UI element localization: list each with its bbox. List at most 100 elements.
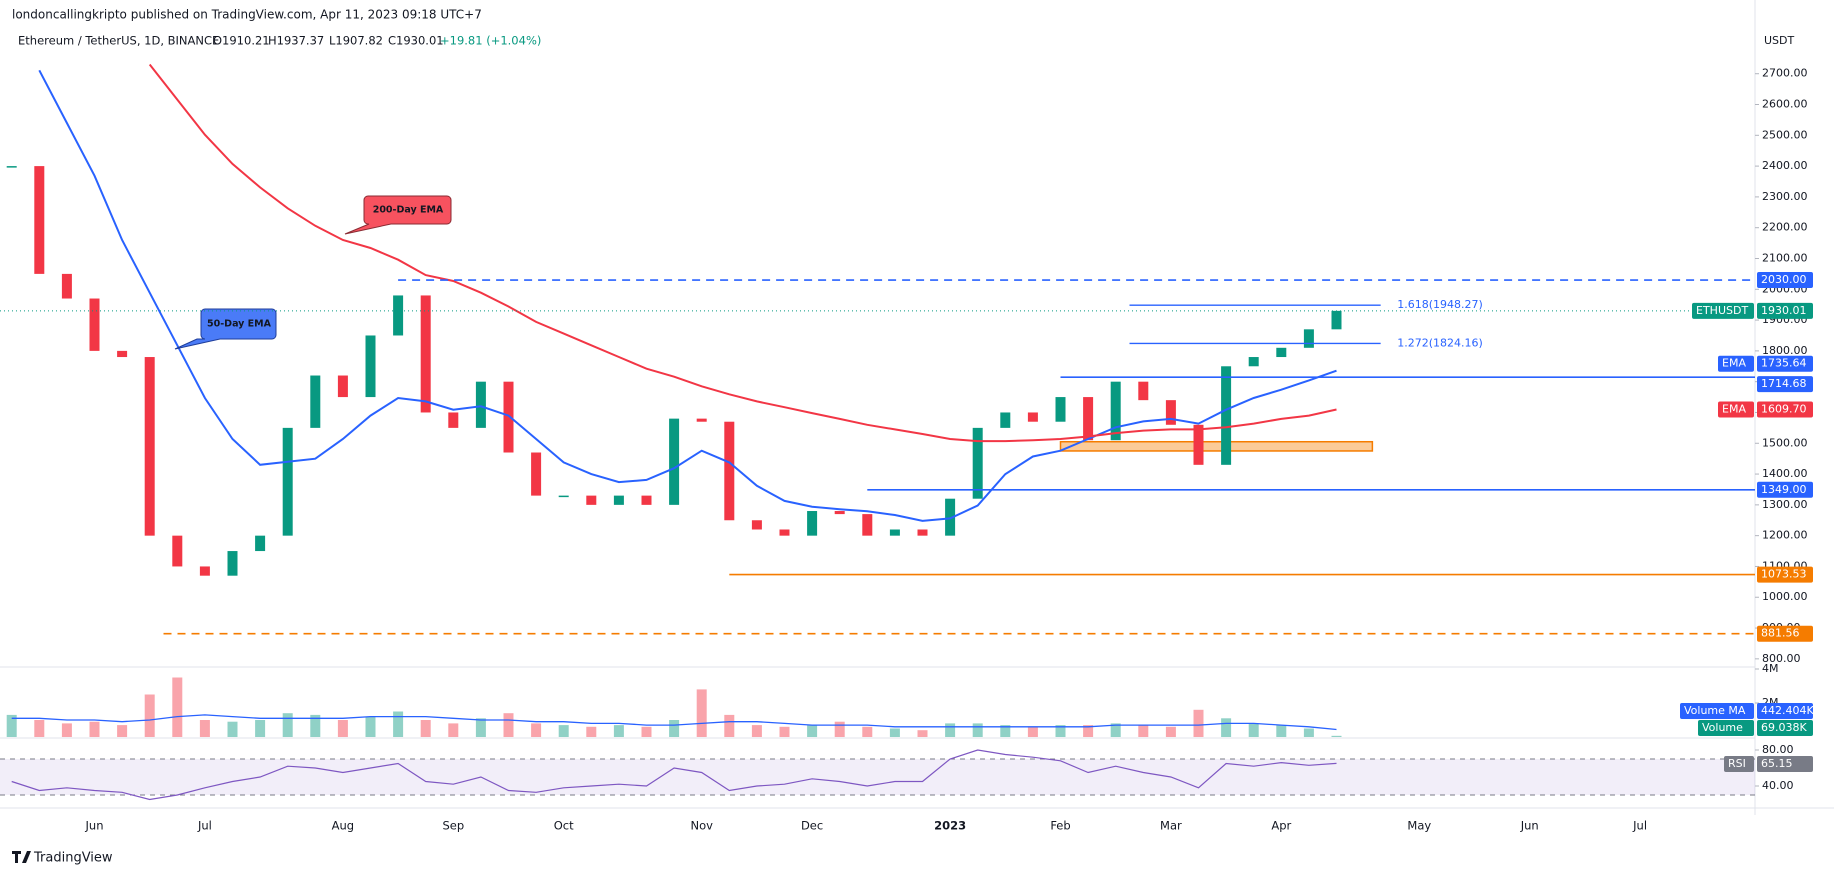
volume-bar	[117, 725, 128, 737]
candle	[1331, 310, 1342, 330]
candle	[586, 495, 597, 505]
x-tick-label: Aug	[332, 819, 354, 833]
y-tick-label: 2400.00	[1762, 159, 1808, 172]
x-tick-label: Jun	[85, 819, 104, 833]
volume-bar	[696, 689, 707, 737]
candle	[1165, 400, 1176, 425]
open: O1910.21	[213, 34, 270, 48]
candle	[807, 511, 818, 536]
y-axis-unit: USDT	[1764, 34, 1795, 47]
y-tick-label: 1400.00	[1762, 467, 1808, 480]
symbol: Ethereum / TetherUS, 1D, BINANCE	[18, 34, 219, 48]
footer: TradingView	[33, 851, 113, 866]
volume-bar	[724, 714, 735, 737]
candle	[1000, 412, 1011, 428]
y-tick-label: 80.00	[1762, 743, 1794, 756]
volume-bar	[1083, 725, 1094, 737]
volume-bar	[1303, 728, 1314, 737]
series-name: Volume	[1702, 721, 1743, 734]
series-last: 65.15	[1761, 757, 1793, 770]
callout	[344, 195, 452, 235]
volume-bar	[669, 720, 680, 737]
candle	[365, 335, 376, 398]
x-tick-label: May	[1407, 819, 1431, 833]
level-label: 2030.00	[1761, 273, 1807, 286]
y-tick-label: 40.00	[1762, 779, 1794, 792]
fib-label: 1.272(1824.16)	[1397, 336, 1483, 349]
series-name: RSI	[1728, 757, 1746, 770]
series-name: ETHUSDT	[1696, 304, 1748, 317]
level-label: 881.56	[1761, 627, 1800, 640]
candle	[89, 298, 100, 351]
volume-bar	[503, 713, 514, 737]
volume-bar	[6, 714, 17, 737]
volume-bar	[862, 726, 873, 737]
volume-bar	[199, 720, 210, 737]
level-label-bg	[1757, 625, 1813, 642]
series-name: EMA	[1722, 402, 1746, 415]
candle	[503, 381, 514, 453]
level-label-bg	[1757, 566, 1813, 583]
rsi-band	[0, 759, 1755, 795]
x-tick-label: Feb	[1050, 819, 1070, 833]
series-last: 442.404K	[1761, 704, 1814, 717]
y-tick-label: 1300.00	[1762, 498, 1808, 511]
candle	[724, 421, 735, 521]
zone	[1059, 440, 1374, 452]
candle	[641, 495, 652, 505]
candle	[172, 535, 183, 567]
line	[148, 63, 1337, 443]
volume-bar	[834, 721, 845, 737]
volume-bar	[1000, 725, 1011, 737]
volume-bar	[1193, 709, 1204, 737]
candle	[558, 495, 569, 498]
series-last: 1609.70	[1761, 402, 1807, 415]
volume-bar	[144, 694, 155, 737]
annotation: 200-Day EMA	[373, 205, 444, 216]
candle	[1221, 366, 1232, 465]
volume-bar	[751, 725, 762, 737]
volume-bar	[1165, 726, 1176, 737]
candle	[227, 551, 238, 576]
candle	[779, 529, 790, 536]
y-tick-label: 2100.00	[1762, 251, 1808, 264]
level-label: 1349.00	[1761, 483, 1807, 496]
level-label-bg	[1757, 272, 1813, 289]
candle	[945, 498, 956, 536]
volume-bar	[393, 711, 404, 737]
series-last: 1735.64	[1761, 357, 1807, 370]
candle	[393, 295, 404, 336]
candle	[669, 418, 680, 505]
series-name: EMA	[1722, 357, 1746, 370]
series-last-bg	[1757, 401, 1813, 418]
volume-bar	[1276, 725, 1287, 737]
candle	[889, 529, 900, 536]
volume-bar	[1110, 723, 1121, 737]
candle	[255, 535, 266, 552]
x-tick-label: Jun	[1520, 819, 1539, 833]
volume-bar	[61, 723, 72, 737]
series-last: 69.038K	[1761, 721, 1807, 734]
volume-bar	[1138, 725, 1149, 737]
candle	[117, 350, 128, 358]
candle	[1276, 347, 1287, 358]
y-tick-label: 1200.00	[1762, 529, 1808, 542]
series-last: 1930.01	[1761, 304, 1807, 317]
x-tick-label: Mar	[1160, 819, 1182, 833]
candle	[420, 295, 431, 413]
volume-bar	[475, 718, 486, 737]
level-label: 1073.53	[1761, 568, 1807, 581]
series-name-bg	[1718, 355, 1754, 372]
volume-bar	[586, 726, 597, 737]
x-tick-label: Jul	[1632, 819, 1647, 833]
series-last-bg	[1757, 720, 1813, 736]
low: L1907.82	[329, 34, 383, 48]
candle	[310, 375, 321, 428]
candle	[917, 529, 928, 536]
x-tick-label: Jul	[197, 819, 212, 833]
candle	[531, 452, 542, 496]
volume-bar	[889, 728, 900, 737]
volume-bar	[365, 716, 376, 737]
candle	[34, 166, 45, 274]
